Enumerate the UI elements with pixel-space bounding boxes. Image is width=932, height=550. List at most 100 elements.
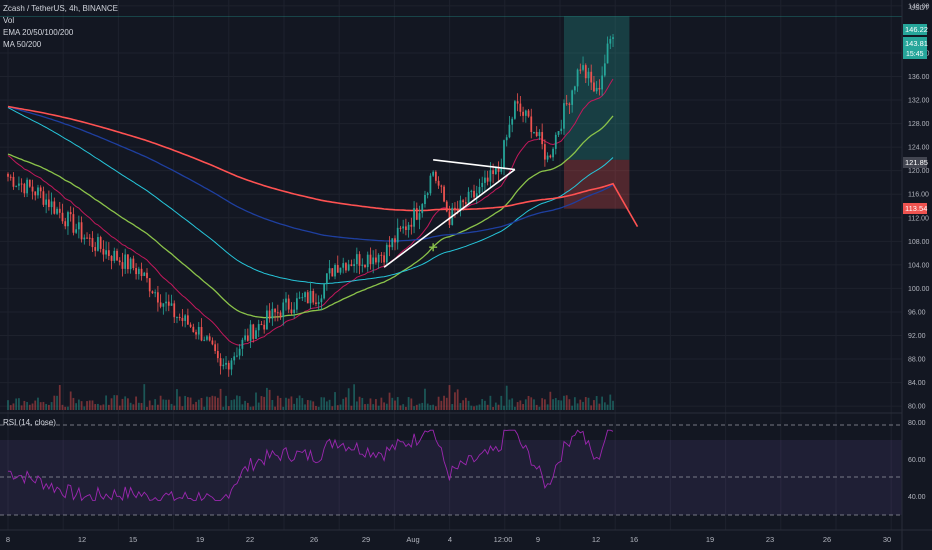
candle-body — [246, 335, 249, 341]
ema-legend[interactable]: EMA 20/50/100/200 — [3, 28, 74, 37]
symbol-title[interactable]: Zcash / TetherUS, 4h, BINANCE — [3, 4, 119, 13]
volume-bar — [86, 401, 88, 410]
volume-bar — [132, 404, 135, 410]
rsi-line — [7, 429, 614, 502]
candle-body — [257, 324, 260, 331]
volume-bar — [129, 402, 132, 410]
volume-bar — [347, 388, 350, 410]
price-tick: 88.00 — [908, 357, 926, 364]
volume-bar — [573, 397, 576, 410]
volume-bar — [77, 399, 80, 410]
candle-body — [72, 214, 75, 233]
volume-bar — [15, 398, 18, 410]
candle-body — [214, 344, 217, 351]
volume-bar — [549, 391, 552, 410]
candle-body — [514, 101, 516, 119]
volume-bar — [306, 400, 309, 410]
time-label: 15 — [129, 535, 137, 544]
volume-bar — [579, 399, 582, 410]
candle-body — [568, 103, 571, 105]
candle-body — [418, 213, 421, 220]
volume-bar — [544, 399, 546, 410]
candle-body — [486, 177, 489, 182]
candle-body — [293, 309, 296, 314]
price-tick: 100.00 — [908, 286, 930, 293]
entry-tag-bg — [903, 157, 927, 168]
candle-body — [445, 201, 448, 212]
candle-body — [39, 187, 42, 192]
candle-body — [56, 208, 58, 214]
candle-body — [230, 360, 233, 370]
candle-body — [211, 340, 214, 345]
volume-bar — [527, 395, 530, 410]
volume-bar — [415, 404, 418, 410]
time-axis[interactable]: 8 12 15 19 22 26 29 Aug 4 12:00 9 12 16 19 23 26 30 — [6, 535, 891, 544]
candle-body — [489, 170, 492, 182]
candle-body — [9, 176, 12, 178]
trendline-drawings[interactable] — [383, 159, 516, 268]
currency-label: USDT — [910, 5, 930, 12]
volume-bar — [557, 400, 560, 410]
rsi-legend[interactable]: RSI (14, close) — [3, 418, 56, 427]
volume-bar — [606, 404, 609, 410]
candle-body — [399, 227, 402, 229]
candle-body — [129, 258, 132, 270]
volume-bar — [366, 403, 369, 410]
volume-bar — [407, 397, 410, 410]
candle-body — [64, 221, 67, 227]
candle-body — [312, 291, 315, 303]
volume-bar — [230, 400, 233, 410]
rsi-tick: 40.00 — [908, 494, 926, 501]
candle-body — [159, 302, 162, 307]
candle-body — [511, 118, 514, 125]
candle-body — [426, 193, 429, 195]
candle-body — [271, 308, 274, 319]
volume-bar — [143, 384, 146, 410]
time-label: 30 — [883, 535, 891, 544]
candle-body — [285, 298, 287, 303]
volume-bar — [211, 395, 214, 410]
time-label: 16 — [630, 535, 638, 544]
candle-body — [67, 212, 69, 227]
volume-bar — [206, 396, 208, 410]
volume-bar — [560, 400, 563, 410]
stop-tag-bg — [903, 203, 927, 214]
volume-bar — [241, 404, 244, 410]
candle-body — [464, 202, 467, 204]
stop-tag: 113.54 — [905, 204, 927, 213]
candle-body — [394, 238, 396, 243]
volume-bar — [197, 399, 200, 410]
ema50-line — [7, 115, 614, 319]
volume-bar — [328, 399, 331, 410]
volume-bar — [42, 401, 45, 410]
volume-bar — [266, 387, 268, 410]
time-label: 26 — [823, 535, 831, 544]
candle-body — [595, 87, 598, 92]
volume-bar — [500, 395, 503, 410]
candle-body — [320, 298, 323, 303]
time-label: 12:00 — [494, 535, 513, 544]
candle-body — [241, 339, 244, 349]
volume-bar — [565, 395, 568, 410]
volume-bar — [364, 404, 366, 410]
candle-body — [121, 262, 124, 269]
candle-body — [516, 101, 519, 104]
volume-bar — [473, 406, 475, 410]
volume-bar — [64, 406, 67, 410]
candle-body — [462, 200, 465, 203]
volume-bar — [421, 402, 424, 410]
ma-legend[interactable]: MA 50/200 — [3, 40, 42, 49]
volume-bar — [462, 400, 465, 410]
candle-body — [522, 111, 524, 116]
volume-bar — [83, 406, 86, 410]
volume-bar — [424, 388, 426, 410]
volume-bar — [410, 398, 413, 410]
candle-body — [306, 292, 309, 304]
volume-legend[interactable]: Vol — [3, 16, 15, 25]
volume-bar — [200, 397, 203, 410]
volume-bar — [380, 397, 383, 410]
candle-body — [603, 63, 606, 76]
volume-bar — [432, 404, 435, 410]
volume-bar — [124, 396, 127, 410]
